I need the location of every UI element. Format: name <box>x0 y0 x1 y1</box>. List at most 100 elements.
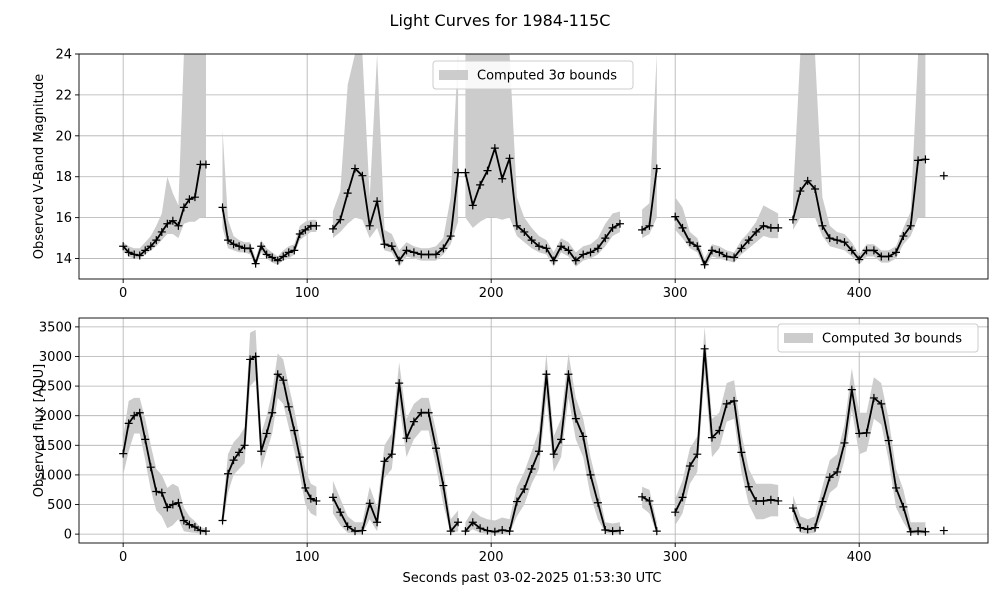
data-point <box>163 503 172 512</box>
light-curve-line <box>332 167 459 262</box>
light-curve-line <box>332 382 459 533</box>
data-point <box>135 408 144 417</box>
data-point <box>262 250 271 259</box>
data-point <box>638 225 647 234</box>
data-point <box>707 433 716 442</box>
data-point <box>409 417 418 426</box>
data-point <box>638 492 647 501</box>
y-tick-label: 2500 <box>39 380 72 395</box>
x-tick-label: 200 <box>479 550 504 565</box>
data-point <box>235 242 244 251</box>
data-point <box>395 379 404 388</box>
y-tick-label: 3000 <box>39 350 72 365</box>
data-point <box>601 525 610 534</box>
data-point <box>251 259 260 268</box>
data-point <box>343 189 352 198</box>
data-point <box>707 246 716 255</box>
data-point <box>152 487 161 496</box>
data-point <box>130 250 139 259</box>
data-point <box>218 203 227 212</box>
data-point <box>301 483 310 492</box>
data-point <box>130 411 139 420</box>
data-point <box>224 469 233 478</box>
data-point <box>290 426 299 435</box>
data-point <box>549 450 558 459</box>
data-point <box>921 155 930 164</box>
data-point <box>678 493 687 502</box>
x-tick-label: 300 <box>663 550 688 565</box>
data-point <box>174 498 183 507</box>
data-point <box>224 236 233 245</box>
data-point <box>380 457 389 466</box>
data-point <box>520 485 529 494</box>
data-point <box>678 223 687 232</box>
data-point <box>593 498 602 507</box>
data-point <box>766 495 775 504</box>
data-point <box>246 244 255 253</box>
data-point <box>179 516 188 525</box>
data-point <box>336 215 345 224</box>
data-point <box>869 393 878 402</box>
data-point <box>235 448 244 457</box>
data-point <box>409 248 418 257</box>
data-point <box>700 344 709 353</box>
data-point <box>564 370 573 379</box>
data-point <box>124 248 133 257</box>
sigma-band <box>675 197 779 269</box>
data-point <box>586 248 595 257</box>
data-point <box>257 242 266 251</box>
data-point <box>685 238 694 247</box>
data-point <box>431 250 440 259</box>
data-point <box>645 221 654 230</box>
sigma-band <box>123 397 206 534</box>
data-point <box>593 244 602 253</box>
legend-frame <box>777 323 979 353</box>
data-point <box>862 428 871 437</box>
data-point <box>461 527 470 536</box>
x-tick-label: 200 <box>479 286 504 301</box>
data-point <box>505 527 514 536</box>
legend-frame <box>432 60 634 90</box>
data-point <box>201 527 210 536</box>
y-tick-label: 1000 <box>39 468 72 483</box>
sigma-band <box>642 486 657 534</box>
data-point <box>825 473 834 482</box>
data-point <box>833 467 842 476</box>
data-point <box>788 215 797 224</box>
data-point <box>498 174 507 183</box>
data-point <box>301 225 310 234</box>
data-point <box>417 250 426 259</box>
data-point <box>439 244 448 253</box>
x-tick-label: 100 <box>295 286 320 301</box>
y-tick-label: 24 <box>55 48 72 63</box>
data-point <box>571 256 580 265</box>
data-point <box>146 463 155 472</box>
data-point <box>752 496 761 505</box>
data-point <box>693 242 702 251</box>
data-point <box>737 448 746 457</box>
data-point <box>124 419 133 428</box>
legend: Computed 3σ bounds <box>777 323 979 353</box>
data-point <box>380 240 389 249</box>
data-point <box>512 497 521 506</box>
data-point <box>343 522 352 531</box>
y-tick-label: 22 <box>55 88 72 103</box>
data-point <box>811 185 820 193</box>
light-curve-line <box>221 355 317 521</box>
data-point <box>549 256 558 265</box>
data-point <box>273 370 282 379</box>
data-point <box>914 527 923 536</box>
data-point <box>229 240 238 249</box>
data-point <box>759 221 768 230</box>
data-point <box>774 223 783 232</box>
data-point <box>615 219 624 228</box>
data-point <box>483 166 492 175</box>
data-point <box>557 242 566 251</box>
data-point <box>402 246 411 255</box>
data-point <box>527 236 536 245</box>
data-point <box>168 216 177 225</box>
panel-magnitude: 0 100 200 300 400 14 16 18 20 22 24 Observed V-Band… <box>32 48 989 301</box>
data-point <box>402 434 411 443</box>
data-point <box>571 414 580 423</box>
x-tick-label: 100 <box>295 550 320 565</box>
